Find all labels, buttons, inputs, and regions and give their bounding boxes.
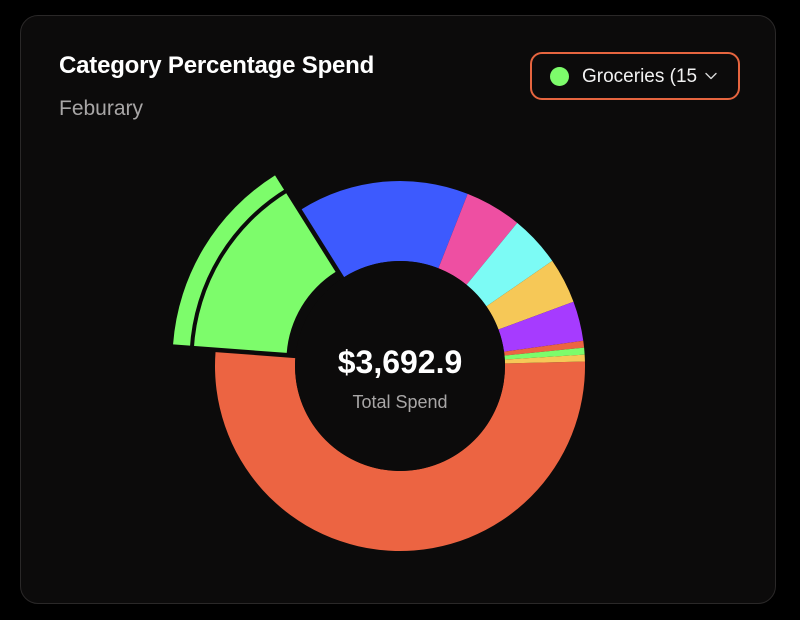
donut-hole [295, 261, 505, 471]
pie-slice[interactable] [214, 352, 585, 552]
pie-slice[interactable] [504, 340, 585, 356]
pie-slice[interactable] [173, 175, 336, 353]
pie-slice[interactable] [504, 347, 585, 360]
chart-title: Category Percentage Spend [59, 52, 375, 79]
pie-slice[interactable] [486, 260, 574, 330]
chart-subtitle: Feburary [59, 97, 144, 120]
category-dropdown[interactable]: Groceries (15 [530, 52, 740, 100]
pie-slice[interactable] [504, 354, 585, 364]
total-spend-label: Total Spend [352, 392, 447, 412]
pie-slice-selected[interactable] [173, 175, 336, 353]
category-dropdown-label: Groceries (15 [582, 66, 698, 87]
total-spend-value: $3,692.9 [338, 344, 463, 380]
pie-slice[interactable] [301, 181, 468, 278]
chevron-down-icon [705, 72, 717, 80]
pie-slice[interactable] [498, 301, 584, 352]
pie-slice[interactable] [466, 222, 553, 307]
pie-slice[interactable] [438, 193, 518, 285]
category-color-dot [550, 67, 569, 86]
